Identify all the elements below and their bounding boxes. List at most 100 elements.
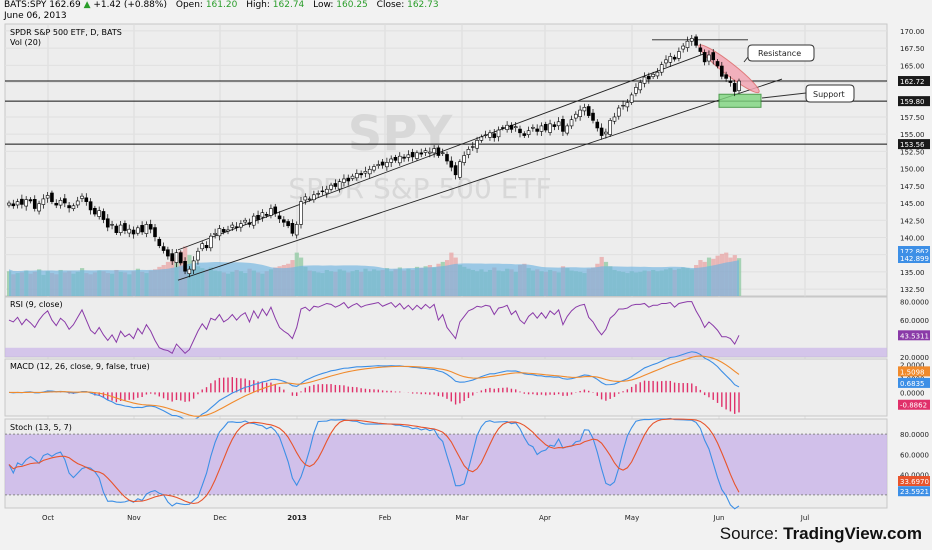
- candle-body: [548, 123, 552, 133]
- candle-body: [372, 166, 376, 171]
- candle-body: [67, 205, 71, 209]
- candle-body: [496, 129, 501, 138]
- candle-body: [389, 158, 393, 163]
- candle-body: [522, 133, 527, 136]
- candle-body: [702, 52, 707, 63]
- candle-body: [213, 233, 217, 235]
- symbol-header: BATS:SPY 162.69 ▲ +1.42 (+0.88%) Open: 1…: [4, 0, 439, 11]
- candle-body: [621, 104, 625, 107]
- candle-body: [428, 151, 432, 154]
- candle-body: [453, 165, 458, 176]
- y-tick-label: 132.50: [900, 286, 925, 294]
- candle-body: [140, 225, 144, 233]
- candle-body: [440, 152, 445, 154]
- candle-body: [114, 225, 119, 233]
- candle-body: [466, 149, 471, 155]
- candle-body: [191, 260, 196, 271]
- candle-body: [724, 74, 728, 79]
- symbol: BATS:SPY: [4, 0, 47, 10]
- y-tick-label: 157.50: [900, 114, 925, 122]
- candle-body: [243, 219, 247, 223]
- stoch-tick-label: 40.0000: [900, 472, 929, 480]
- candle-body: [685, 40, 690, 48]
- candle-body: [647, 75, 651, 80]
- macd-last-bg: [898, 366, 930, 377]
- candle-body: [380, 161, 385, 166]
- change-arrow-icon: ▲: [83, 0, 91, 10]
- candle-body: [634, 87, 638, 94]
- candle-body: [376, 164, 381, 167]
- candle-body: [732, 83, 737, 92]
- candle-body: [574, 113, 578, 119]
- candle-body: [269, 208, 273, 216]
- candle-body: [316, 193, 320, 195]
- candle-body: [230, 224, 235, 228]
- candle-body: [28, 199, 33, 202]
- chart-title: SPDR S&P 500 ETF, D, BATS: [10, 28, 122, 37]
- y-tick-label: 135.00: [900, 269, 925, 277]
- candle-body: [397, 155, 402, 164]
- candle-body: [698, 47, 703, 52]
- x-tick-label: Apr: [539, 514, 551, 522]
- candle-body: [226, 229, 230, 232]
- volume-label: 142.899: [900, 255, 929, 263]
- close-label: Close:: [376, 0, 405, 10]
- rsi-tick-label: 60.0000: [900, 317, 929, 325]
- macd-tick-label: 0.0000: [900, 389, 925, 397]
- volume-bar: [737, 258, 742, 296]
- resistance-label: Resistance: [758, 49, 801, 58]
- stoch-last-label: 23.5921: [900, 488, 929, 496]
- resistance-callout-box: [747, 44, 815, 62]
- candle-body: [715, 61, 720, 67]
- candle-body: [153, 227, 157, 238]
- candle-body: [239, 223, 243, 228]
- candle-body: [209, 235, 213, 249]
- candle-body: [32, 199, 37, 209]
- y-tick-label: 165.00: [900, 62, 925, 70]
- rsi-last-bg: [898, 330, 930, 341]
- high-label: High:: [246, 0, 270, 10]
- candle-body: [251, 215, 256, 226]
- candle-body: [492, 133, 497, 138]
- x-tick-label: Jul: [800, 514, 810, 522]
- open-label: Open:: [175, 0, 203, 10]
- candle-body: [509, 124, 514, 130]
- candle-body: [612, 116, 617, 122]
- open-value: 161.20: [205, 0, 238, 10]
- candle-body: [659, 64, 664, 73]
- support-callout-box: [805, 84, 855, 103]
- candle-body: [406, 154, 411, 158]
- price-label: 159.80: [900, 98, 925, 106]
- candle-body: [342, 178, 346, 183]
- rsi-band: [5, 347, 887, 357]
- candle-body: [299, 201, 303, 225]
- source-brand[interactable]: TradingView.com: [783, 524, 922, 543]
- candle-body: [561, 119, 565, 132]
- stoch-last-bg: [898, 486, 930, 497]
- candle-body: [651, 73, 655, 77]
- candle-body: [45, 195, 50, 199]
- x-tick-label: Dec: [213, 514, 227, 522]
- macd-line: [8, 351, 740, 422]
- candle-body: [604, 131, 608, 135]
- y-tick-label: 170.00: [900, 28, 925, 36]
- resistance-callout-pointer: [743, 56, 749, 63]
- resistance-callout: Resistance: [743, 44, 815, 63]
- stoch-tick-label: 60.0000: [900, 451, 929, 459]
- candle-body: [63, 198, 67, 204]
- candle-body: [363, 171, 368, 174]
- candle-body: [324, 188, 329, 194]
- candle-body: [642, 76, 647, 84]
- candle-body: [608, 120, 612, 135]
- candle-body: [616, 107, 621, 117]
- chart-subtitle: Vol (20): [10, 38, 41, 47]
- candle-body: [75, 200, 80, 206]
- candle-body: [526, 130, 531, 136]
- candle-body: [101, 211, 106, 220]
- candle-body: [37, 203, 41, 212]
- candle-body: [312, 194, 316, 201]
- y-tick-label: 150.00: [900, 166, 925, 174]
- macd-title: MACD (12, 26, close, 9, false, true): [10, 362, 150, 371]
- price-label: 153.56: [900, 141, 925, 149]
